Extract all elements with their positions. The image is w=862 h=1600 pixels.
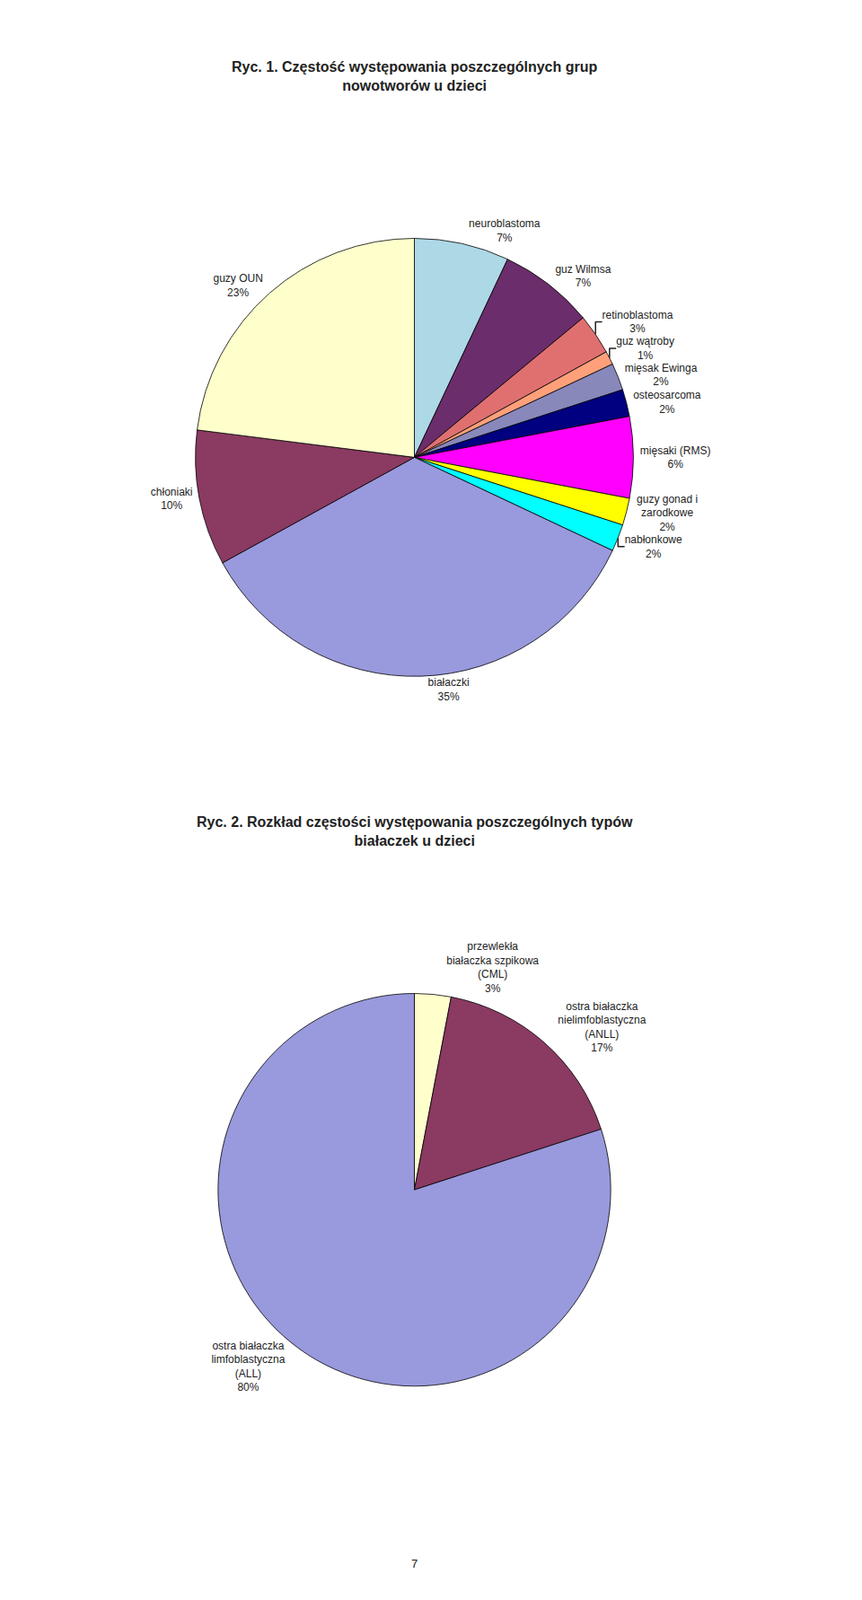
svg-text:nabłonkowe2%: nabłonkowe2% [624, 533, 683, 561]
svg-text:chłoniaki10%: chłoniaki10% [150, 485, 194, 513]
svg-text:neuroblastoma7%: neuroblastoma7% [468, 217, 541, 245]
svg-text:guzy OUN23%: guzy OUN23% [212, 272, 263, 300]
svg-text:retinoblastoma3%: retinoblastoma3% [602, 308, 674, 336]
svg-text:guz wątroby1%: guz wątroby1% [615, 334, 675, 362]
svg-text:osteosarcoma2%: osteosarcoma2% [633, 388, 702, 416]
svg-text:guzy gonad izarodkowe2%: guzy gonad izarodkowe2% [636, 492, 698, 534]
svg-text:mięsak Ewinga2%: mięsak Ewinga2% [624, 361, 698, 389]
svg-text:przewlekłabiałaczka szpikowa(C: przewlekłabiałaczka szpikowa(CML)3% [446, 940, 539, 995]
svg-text:Ryc. 1. Częstość występowania: Ryc. 1. Częstość występowania poszczegól… [231, 59, 598, 94]
svg-text:ostra białaczkanielimfoblastyc: ostra białaczkanielimfoblastyczna(ANLL)1… [557, 1000, 646, 1056]
svg-text:białaczki35%: białaczki35% [428, 676, 470, 704]
svg-text:guz Wilmsa7%: guz Wilmsa7% [554, 263, 611, 291]
svg-text:mięsaki (RMS)6%: mięsaki (RMS)6% [640, 444, 712, 472]
svg-text:Ryc. 2. Rozkład częstości wyst: Ryc. 2. Rozkład częstości występowania p… [196, 814, 634, 849]
svg-text:ostra białaczkalimfoblastyczna: ostra białaczkalimfoblastyczna(ALL)80% [211, 1339, 285, 1395]
svg-text:7: 7 [411, 1556, 418, 1571]
